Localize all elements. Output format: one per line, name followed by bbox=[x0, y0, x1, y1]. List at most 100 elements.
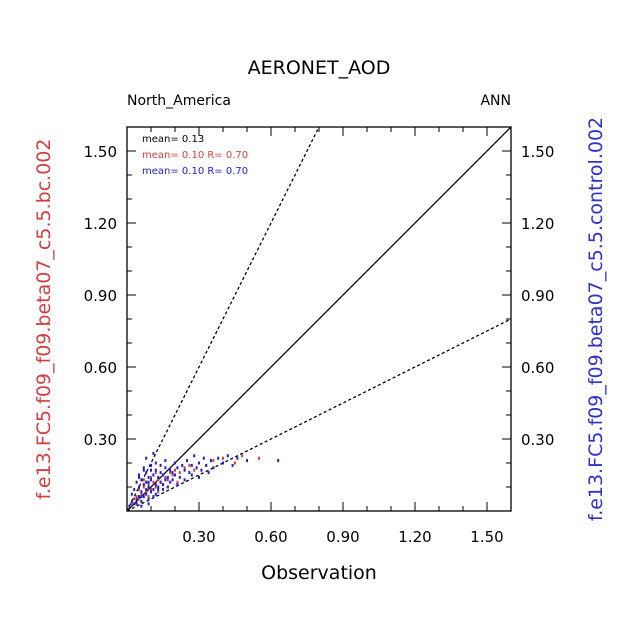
scatter-point-s1 bbox=[152, 487, 155, 491]
x-tick-label: 0.90 bbox=[326, 528, 359, 546]
scatter-point-s1 bbox=[171, 478, 174, 482]
scatter-point-s1 bbox=[140, 499, 143, 503]
scatter-point-s0 bbox=[157, 478, 160, 482]
scatter-point-s1 bbox=[135, 502, 138, 506]
scatter-point-s0 bbox=[130, 502, 133, 506]
scatter-point-s1 bbox=[140, 495, 143, 499]
scatter-point-s0 bbox=[178, 471, 181, 475]
scatter-point-s1 bbox=[176, 466, 179, 470]
y-tick-label-left: 1.50 bbox=[84, 143, 117, 161]
scatter-point-s1 bbox=[152, 495, 155, 499]
scatter-point-s1 bbox=[157, 485, 160, 489]
scatter-point-s1 bbox=[157, 487, 160, 491]
scatter-point-s1 bbox=[150, 468, 152, 472]
scatter-point-s0 bbox=[145, 490, 148, 494]
scatter-point-s1 bbox=[226, 454, 229, 458]
scatter-point-s1 bbox=[140, 504, 143, 508]
x-axis-label: Observation bbox=[261, 562, 377, 584]
scatter-point-s1 bbox=[138, 475, 140, 479]
scatter-point-s1 bbox=[166, 475, 169, 479]
annotation-bc-stats: mean= 0.10 R= 0.70 bbox=[142, 150, 248, 161]
scatter-point-s1 bbox=[205, 463, 208, 467]
scatter-point-s1 bbox=[145, 471, 148, 475]
y-axis-label-left: f.e13.FC5.f09_f09.beta07_c5.5.bc.002 bbox=[33, 139, 55, 500]
scatter-point-s1 bbox=[181, 463, 184, 467]
scatter-point-s1 bbox=[212, 466, 215, 470]
scatter-point-s1 bbox=[198, 461, 200, 465]
scatter-point-s1 bbox=[145, 492, 148, 496]
scatter-point-s0 bbox=[157, 490, 160, 494]
scatter-point-s1 bbox=[135, 497, 138, 501]
scatter-point-s1 bbox=[178, 475, 181, 479]
scatter-point-s1 bbox=[166, 485, 169, 489]
y-axis-label-right: f.e13.FC5.f09_f09.beta07_c5.5.control.00… bbox=[585, 117, 607, 521]
scatter-point-s1 bbox=[277, 459, 280, 463]
scatter-point-s1 bbox=[150, 478, 152, 482]
scatter-point-s1 bbox=[202, 456, 205, 460]
scatter-point-s1 bbox=[147, 485, 150, 489]
scatter-point-s1 bbox=[164, 459, 167, 463]
scatter-point-s1 bbox=[133, 502, 136, 506]
scatter-point-s1 bbox=[142, 466, 145, 470]
scatter-point-s1 bbox=[222, 461, 224, 465]
scatter-point-s1 bbox=[200, 468, 203, 472]
scatter-point-s1 bbox=[198, 475, 200, 479]
scatter-point-s1 bbox=[154, 468, 157, 472]
x-tick-label: 0.60 bbox=[254, 528, 287, 546]
scatter-point-s1 bbox=[162, 473, 164, 477]
scatter-point-s0 bbox=[193, 468, 196, 472]
scatter-point-s0 bbox=[183, 466, 186, 470]
scatter-point-s0 bbox=[241, 454, 244, 458]
scatter-point-s0 bbox=[150, 475, 152, 479]
y-tick-label-left: 0.30 bbox=[84, 431, 117, 449]
x-tick-label: 0.30 bbox=[182, 528, 215, 546]
scatter-point-s0 bbox=[135, 495, 138, 499]
scatter-point-s1 bbox=[145, 456, 148, 460]
scatter-point-s1 bbox=[174, 461, 176, 465]
annotation-obs-mean: mean= 0.13 bbox=[142, 134, 204, 145]
scatter-point-s1 bbox=[154, 492, 157, 496]
scatter-point-s1 bbox=[188, 471, 191, 475]
scatter-point-s1 bbox=[246, 459, 248, 463]
scatter-point-s1 bbox=[231, 463, 234, 467]
scatter-point-s1 bbox=[171, 471, 174, 475]
scatter-point-s0 bbox=[150, 487, 152, 491]
scatter-point-s1 bbox=[152, 451, 155, 455]
y-tick-label-left: 0.60 bbox=[84, 359, 117, 377]
x-tick-label: 1.20 bbox=[398, 528, 431, 546]
scatter-point-s1 bbox=[138, 485, 140, 489]
scatter-point-s0 bbox=[142, 485, 145, 489]
scatter-point-s1 bbox=[174, 473, 176, 477]
annotation-control-stats: mean= 0.10 R= 0.70 bbox=[142, 166, 248, 177]
y-tick-label-right: 0.30 bbox=[521, 431, 554, 449]
scatter-point-s0 bbox=[147, 495, 150, 499]
scatter-point-s1 bbox=[147, 475, 150, 479]
scatter-point-s0 bbox=[154, 471, 157, 475]
scatter-point-s1 bbox=[159, 463, 162, 467]
y-tick-label-right: 0.60 bbox=[521, 359, 554, 377]
scatter-point-s1 bbox=[159, 480, 162, 484]
y-tick-label-right: 0.90 bbox=[521, 287, 554, 305]
scatter-point-s1 bbox=[169, 480, 172, 484]
scatter-point-s1 bbox=[162, 483, 164, 487]
reference-line-1-1 bbox=[126, 126, 512, 512]
scatter-point-s0 bbox=[166, 478, 169, 482]
reference-line-2-1 bbox=[126, 126, 320, 512]
scatter-point-s1 bbox=[138, 495, 140, 499]
reference-line-1-2 bbox=[126, 318, 512, 512]
scatter-point-s1 bbox=[186, 459, 188, 463]
scatter-point-s1 bbox=[169, 468, 172, 472]
scatter-point-s1 bbox=[138, 473, 140, 477]
scatter-point-s1 bbox=[142, 483, 145, 487]
scatter-point-s1 bbox=[147, 502, 150, 506]
scatter-point-s1 bbox=[195, 466, 198, 470]
scatter-point-s1 bbox=[207, 471, 210, 475]
y-tick-label-left: 1.20 bbox=[84, 215, 117, 233]
scatter-point-s1 bbox=[154, 483, 157, 487]
scatter-point-s1 bbox=[159, 471, 162, 475]
scatter-point-s0 bbox=[212, 459, 215, 463]
scatter-point-s1 bbox=[193, 454, 196, 458]
y-tick-label-right: 1.20 bbox=[521, 215, 554, 233]
scatter-point-s1 bbox=[142, 468, 145, 472]
